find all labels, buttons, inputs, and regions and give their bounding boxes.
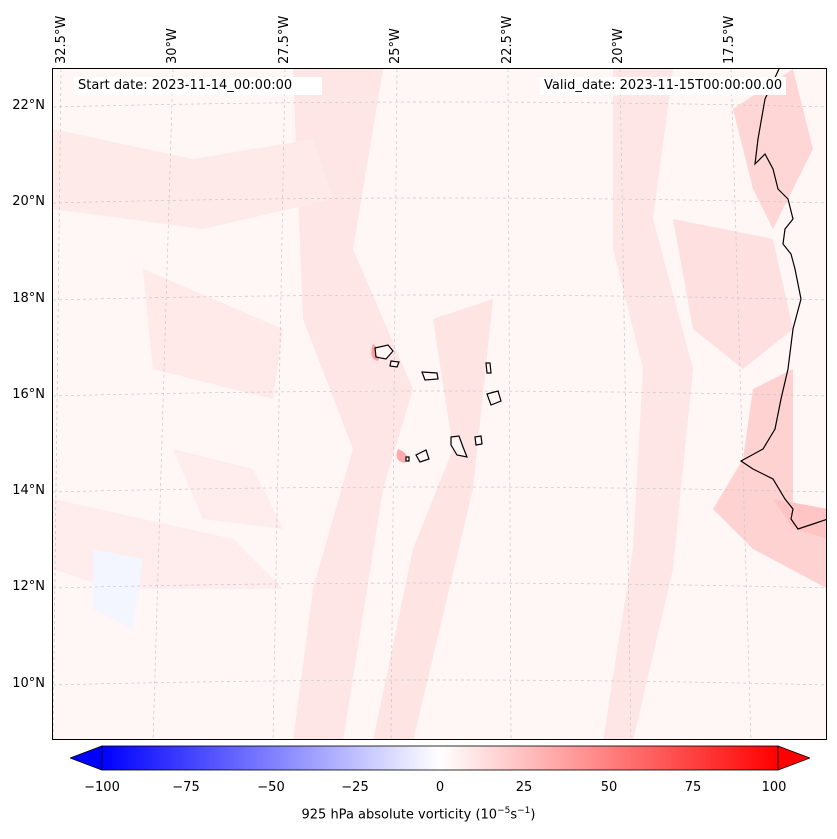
lat-label-16n: 16°N	[12, 387, 45, 402]
lat-label-10n: 10°N	[12, 676, 45, 691]
lon-label-27-5w: 27.5°W	[277, 15, 292, 64]
island-boa-vista	[486, 390, 502, 406]
valid-date-label: Valid_date: 2023-11-15T00:00:00.00	[540, 77, 787, 95]
lon-label-22-5w: 22.5°W	[500, 15, 515, 64]
colorbar-svg	[68, 745, 812, 771]
coastline	[739, 69, 826, 530]
colorbar	[68, 745, 812, 771]
graticule	[53, 69, 826, 739]
island-maio	[474, 435, 483, 446]
cape-verde-islands	[374, 344, 502, 463]
colorbar-min-extend	[68, 745, 103, 771]
lon-label-32-5w: 32.5°W	[54, 15, 69, 64]
lat-label-20n: 20°N	[12, 194, 45, 209]
island-santo-antao	[374, 344, 394, 360]
island-santiago	[450, 435, 468, 458]
vorticity-field	[53, 69, 826, 739]
map-canvas	[53, 69, 826, 739]
island-sao-vicente	[389, 360, 400, 368]
colorbar-tick: 50	[600, 780, 618, 795]
vorticity-map	[52, 68, 827, 740]
colorbar-tick: −75	[172, 780, 200, 795]
lon-label-17-5w: 17.5°W	[722, 15, 737, 64]
island-brava	[405, 456, 410, 462]
lat-label-12n: 12°N	[12, 579, 45, 594]
lat-label-18n: 18°N	[12, 291, 45, 306]
island-sal	[485, 362, 492, 374]
colorbar-tick: −25	[341, 780, 369, 795]
island-fogo	[415, 449, 430, 463]
island-sao-nicolau	[421, 371, 439, 381]
lat-label-14n: 14°N	[12, 483, 45, 498]
colorbar-tick: −50	[257, 780, 285, 795]
lon-label-30w: 30°W	[165, 28, 180, 64]
colorbar-max-extend	[777, 745, 812, 771]
colorbar-tick: 0	[435, 780, 445, 795]
colorbar-gradient	[101, 745, 779, 771]
start-date-label: Start date: 2023-11-14_00:00:00	[74, 77, 322, 95]
colorbar-tick: 75	[684, 780, 702, 795]
colorbar-tick: −100	[84, 780, 120, 795]
lat-label-22n: 22°N	[12, 98, 45, 113]
colorbar-tick: 100	[761, 780, 787, 795]
lon-label-20w: 20°W	[611, 28, 626, 64]
colorbar-label: 925 hPa absolute vorticity (10−5s−1)	[301, 806, 536, 823]
colorbar-tick: 25	[515, 780, 533, 795]
lon-label-25w: 25°W	[388, 28, 403, 64]
